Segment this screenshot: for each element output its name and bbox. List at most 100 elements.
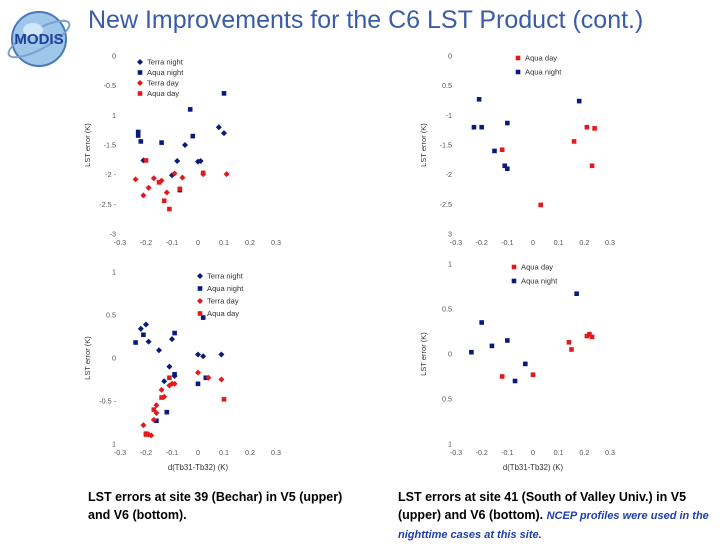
point-aqua-night (135, 133, 141, 138)
point-aqua-day (499, 147, 505, 153)
x-axis-label: d(Tb31-Tb32) (K) (168, 463, 229, 472)
point-aqua-night (133, 340, 138, 345)
x-tick-label: 0.1 (554, 448, 564, 457)
y-tick-label: 1 (448, 440, 452, 449)
y-tick-label: 0.5 (442, 305, 452, 314)
legend-label: Terra night (207, 272, 244, 281)
point-terra-night (143, 321, 149, 328)
point-aqua-night (135, 129, 141, 135)
y-tick-label: -1.5 (104, 141, 116, 150)
y-tick-label: 0 (112, 52, 116, 61)
point-aqua-night (138, 139, 144, 144)
x-tick-label: -0.2 (475, 448, 487, 457)
point-terra-day (150, 416, 157, 423)
point-terra-day (161, 393, 168, 400)
x-tick-label: -0.2 (475, 238, 487, 247)
point-aqua-day (161, 198, 167, 204)
x-tick-label: 0 (531, 238, 535, 247)
y-tick-label: 0.5 (106, 311, 116, 320)
point-aqua-day (589, 163, 595, 169)
legend-label: Terra day (207, 297, 239, 306)
legend-label: Terra day (147, 79, 179, 88)
legend-marker (515, 69, 521, 75)
x-tick-label: 0.3 (605, 448, 615, 457)
legend-marker (137, 70, 143, 75)
x-tick-label: 0.2 (245, 448, 255, 457)
y-tick-label: 0 (448, 350, 452, 359)
x-axis-label: d(Tb31-Tb32) (K) (503, 463, 564, 472)
legend-marker (197, 286, 203, 291)
chart-site39-v5: LST error (K) 0 -0.5 1 -1.5 -2 - -2.5 - -3-0.3 -… (83, 52, 281, 248)
x-tick-label: 0.1 (554, 238, 564, 247)
point-terra-day (171, 170, 178, 177)
point-terra-day (148, 432, 155, 439)
point-aqua-night (200, 315, 206, 320)
point-aqua-night (476, 97, 482, 102)
point-terra-day (132, 176, 139, 183)
point-terra-night (166, 363, 173, 370)
legend-label: Aqua day (521, 263, 553, 272)
legend-marker (137, 59, 143, 65)
legend-label: Aqua night (521, 277, 558, 286)
point-terra-night (161, 378, 168, 385)
modis-logo: MODIS (7, 11, 71, 67)
point-aqua-night (505, 166, 510, 172)
point-terra-day (153, 410, 160, 417)
legend-label: Aqua day (207, 309, 239, 318)
legend-label: Aqua day (147, 89, 179, 98)
legend-marker (137, 80, 143, 86)
x-tick-label: -0.3 (114, 238, 126, 247)
logo-wordmark: MODIS (14, 31, 63, 48)
point-aqua-night (221, 91, 227, 96)
y-axis-label: LST error (K) (83, 336, 92, 380)
y-tick-label: 3 (448, 230, 452, 239)
point-terra-night (218, 351, 225, 358)
x-tick-label: 0.3 (271, 238, 281, 247)
point-terra-night (195, 351, 201, 358)
point-terra-night (221, 130, 227, 137)
point-aqua-night (502, 163, 508, 169)
caption-left: LST errors at site 39 (Bechar) in V5 (up… (88, 490, 343, 522)
x-tick-label: -0.2 (140, 238, 152, 247)
point-aqua-day (200, 170, 206, 176)
point-aqua-day (177, 186, 183, 192)
y-tick-label: -2.5 (440, 200, 452, 209)
point-terra-night (215, 124, 222, 131)
x-tick-label: 0.2 (579, 238, 589, 247)
legend-marker (515, 55, 521, 61)
y-tick-label: -0.5 (104, 81, 116, 90)
y-tick-label: -1.5 (440, 141, 452, 150)
caption-right-main: LST errors at site 41 (South of Valley U… (398, 490, 687, 522)
point-aqua-day (143, 158, 149, 163)
point-aqua-night (479, 320, 484, 325)
point-aqua-day (143, 432, 149, 437)
x-tick-label: -0.3 (114, 448, 126, 457)
point-terra-day (153, 402, 160, 409)
x-tick-label: 0.3 (271, 448, 281, 457)
point-aqua-night (489, 343, 495, 349)
point-terra-night (137, 325, 144, 332)
point-aqua-night (159, 140, 164, 145)
legend-marker (511, 278, 517, 284)
y-axis-label: LST error (K) (419, 123, 428, 167)
point-aqua-night (505, 120, 510, 126)
y-tick-label: -2 (446, 170, 452, 179)
point-terra-day (140, 192, 147, 199)
x-tick-label: 0.2 (245, 238, 255, 247)
x-tick-label: 0 (196, 448, 200, 457)
point-terra-day (140, 422, 147, 429)
point-aqua-day (159, 395, 164, 400)
y-tick-label: 0 (112, 354, 116, 363)
legend-marker (197, 273, 203, 279)
point-aqua-night (469, 349, 474, 355)
point-aqua-night (505, 338, 510, 343)
x-tick-label: -0.1 (501, 448, 513, 457)
legend-label: Aqua night (207, 284, 244, 293)
point-aqua-day (221, 396, 227, 402)
x-tick-label: 0.1 (219, 238, 229, 247)
point-terra-night (174, 158, 181, 165)
point-aqua-day (589, 334, 595, 340)
point-aqua-day (566, 340, 572, 345)
point-aqua-day (538, 202, 543, 208)
y-tick-label: 1 (112, 268, 116, 277)
